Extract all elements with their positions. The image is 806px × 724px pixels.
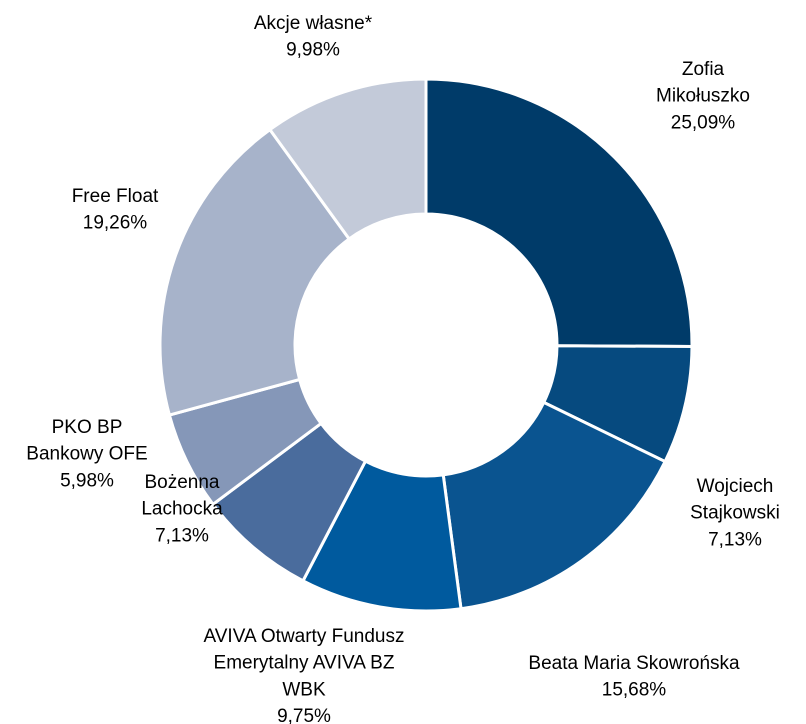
donut-slice	[158, 127, 352, 417]
value-label: 5,98%	[60, 470, 114, 491]
slice-label: Akcje własne*	[254, 13, 373, 34]
slice-label: PKO BP Bankowy OFE	[26, 417, 147, 465]
value-label: 19,26%	[83, 213, 148, 234]
value-label: 7,13%	[155, 525, 209, 546]
slice-label: Zofia Mikołuszko	[656, 59, 750, 107]
value-label: 9,98%	[286, 40, 340, 61]
value-label: 9,75%	[277, 706, 331, 724]
slice-label: AVIVA Otwarty Fundusz Emerytalny AVIVA BZ…	[204, 626, 405, 700]
donut-slice	[424, 77, 694, 349]
value-label: 25,09%	[671, 112, 736, 133]
slice-label: Free Float	[72, 186, 159, 207]
donut-slice	[441, 400, 668, 611]
value-label: 7,13%	[708, 529, 762, 550]
donut-slice	[267, 77, 428, 242]
slice-label: Beata Maria Skowrońska	[528, 653, 740, 674]
slice-label: Wojciech Stajkowski	[690, 476, 780, 524]
slice-label: Bożenna Lachocka	[141, 472, 223, 520]
value-label: 15,68%	[602, 680, 667, 701]
